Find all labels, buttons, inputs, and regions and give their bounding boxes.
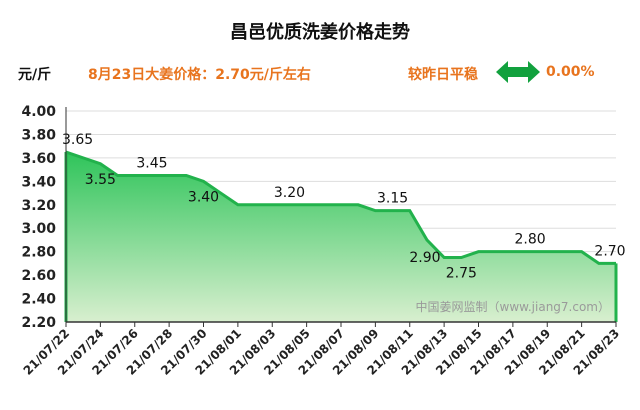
data-label: 3.40 bbox=[188, 189, 219, 205]
y-tick-label: 2.60 bbox=[21, 268, 56, 284]
data-label: 2.70 bbox=[594, 243, 625, 259]
y-tick-label: 2.20 bbox=[21, 315, 56, 331]
y-tick-label: 3.20 bbox=[21, 198, 56, 214]
price-line bbox=[65, 150, 616, 265]
y-tick-label: 3.60 bbox=[21, 151, 56, 167]
data-label: 3.65 bbox=[62, 132, 93, 148]
page-title: 昌邑优质洗姜价格走势 bbox=[230, 22, 410, 43]
y-tick-label: 4.00 bbox=[21, 104, 56, 120]
double-arrow-icon bbox=[496, 61, 540, 83]
y-tick-label: 3.40 bbox=[21, 174, 56, 190]
data-label: 3.15 bbox=[377, 191, 408, 207]
y-tick-label: 3.00 bbox=[21, 221, 56, 237]
y-tick-label: 2.80 bbox=[21, 245, 56, 261]
data-label: 3.20 bbox=[274, 185, 305, 201]
x-tick-labels: 21/07/2221/07/2421/07/2621/07/2821/07/30… bbox=[21, 326, 623, 378]
data-label: 2.80 bbox=[514, 232, 545, 248]
unit-label: 元/斤 bbox=[18, 67, 52, 83]
axes bbox=[65, 107, 617, 327]
watermark: 中国姜网监制（www.jiang7.com） bbox=[416, 299, 610, 314]
y-tick-label: 2.40 bbox=[21, 292, 56, 308]
price-area bbox=[66, 152, 616, 322]
compare-label: 较昨日平稳 bbox=[408, 67, 478, 83]
price-note: 8月23日大姜价格：2.70元/斤左右 bbox=[88, 67, 311, 83]
y-tick-labels: 4.00 3.80 3.60 3.40 3.20 3.00 2.80 2.60 2.40 2.20 bbox=[21, 104, 56, 331]
data-label: 3.55 bbox=[85, 172, 116, 188]
data-label: 2.90 bbox=[409, 250, 440, 266]
y-tick-label: 3.80 bbox=[21, 127, 56, 143]
data-labels: 3.65 3.55 3.45 3.40 3.20 3.15 2.90 2.75 2.80 2.70 bbox=[62, 132, 626, 282]
compare-value: 0.00% bbox=[546, 64, 595, 80]
data-label: 2.75 bbox=[446, 266, 477, 282]
data-label: 3.45 bbox=[136, 155, 167, 171]
